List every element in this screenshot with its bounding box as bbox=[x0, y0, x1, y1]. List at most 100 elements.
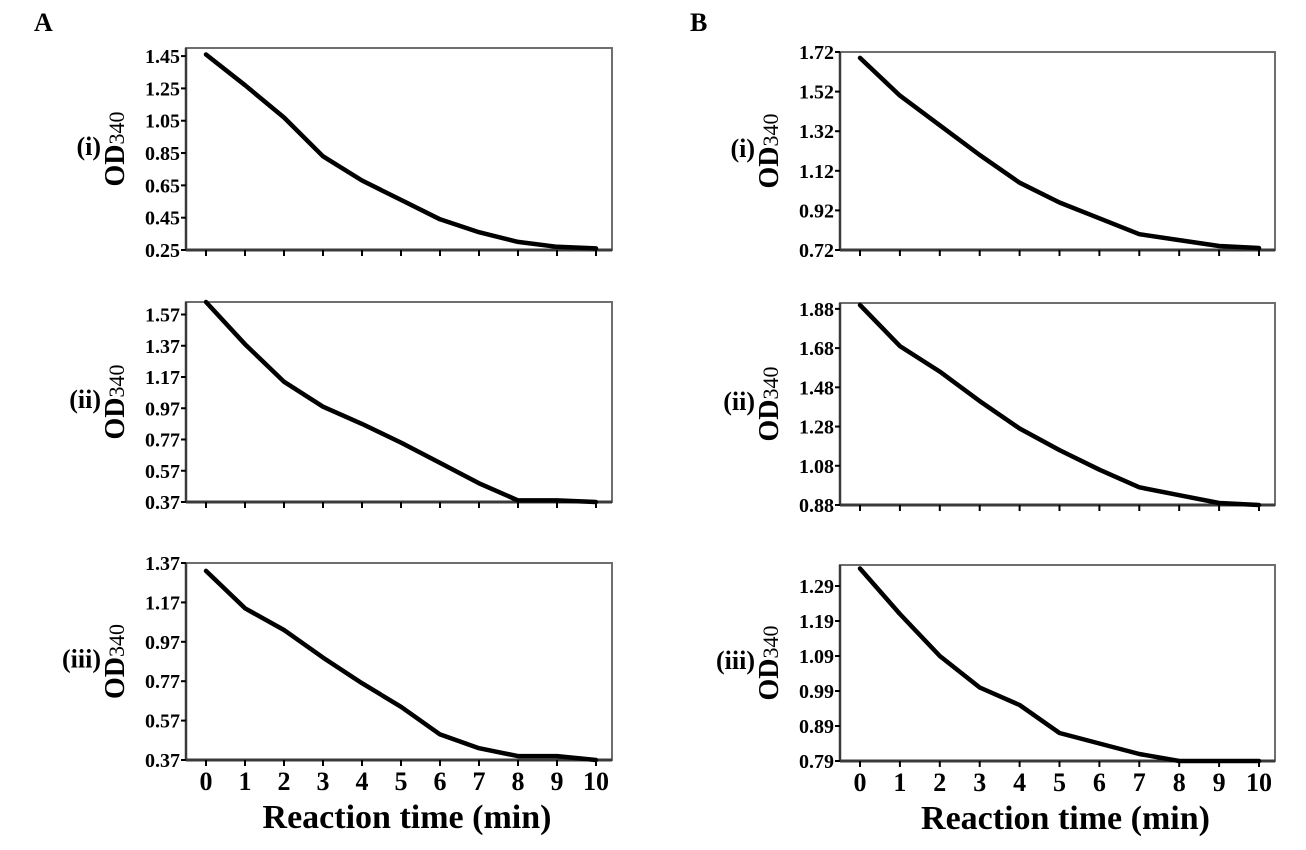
y-tick-label: 1.17 bbox=[145, 367, 180, 389]
y-tick-label: 1.05 bbox=[145, 111, 180, 133]
x-tick-label: 8 bbox=[1173, 768, 1186, 797]
y-tick-label: 0.77 bbox=[145, 671, 180, 693]
y-tick-label: 1.48 bbox=[799, 377, 834, 399]
y-axis-label: OD340 bbox=[100, 112, 131, 187]
column-label-b: B bbox=[690, 8, 708, 37]
y-axis-label-subscript: 340 bbox=[104, 112, 129, 145]
x-tick-label: 3 bbox=[317, 767, 330, 796]
row-label: (i) bbox=[76, 132, 101, 161]
y-tick-label: 1.45 bbox=[145, 46, 180, 68]
x-tick-label: 4 bbox=[1013, 768, 1026, 797]
y-axis-label: OD340 bbox=[100, 365, 131, 440]
chart-b-3: 1.29 1.19 1.09 0.99 0.89 0.79 0 1 2 3 4 5 6 7 8 9 10 OD34… bbox=[716, 564, 1276, 837]
y-tick-label: 1.29 bbox=[799, 576, 834, 598]
x-tick-label: 9 bbox=[551, 767, 564, 796]
x-axis-title: Reaction time (min) bbox=[263, 799, 552, 836]
chart-b-1: 1.72 1.52 1.32 1.12 0.92 0.72 OD340(i) bbox=[730, 42, 1276, 262]
row-label: (ii) bbox=[69, 385, 101, 414]
x-tick-label: 10 bbox=[1246, 768, 1272, 797]
y-tick-label: 1.28 bbox=[799, 417, 834, 439]
y-axis-label: OD340 bbox=[754, 367, 785, 442]
y-tick-label: 0.77 bbox=[145, 430, 180, 452]
x-tick-label: 7 bbox=[1133, 768, 1146, 797]
x-tick-label: 2 bbox=[933, 768, 946, 797]
y-tick-label: 1.09 bbox=[799, 646, 834, 668]
y-tick-label: 0.97 bbox=[145, 398, 180, 420]
y-tick-label: 0.57 bbox=[145, 711, 180, 733]
y-tick-label: 0.37 bbox=[145, 492, 180, 514]
y-axis-label-subscript: 340 bbox=[104, 365, 129, 398]
y-tick-label: 0.92 bbox=[799, 200, 834, 222]
y-tick-label: 0.88 bbox=[799, 495, 834, 517]
y-axis-label: OD340 bbox=[100, 624, 131, 699]
chart-a-3: 1.37 1.17 0.97 0.77 0.57 0.37 0 1 2 3 4 5 6 7 8 9 10 OD34… bbox=[62, 553, 613, 836]
y-tick-label: 1.68 bbox=[799, 338, 834, 360]
y-axis-label-main: OD bbox=[100, 657, 131, 699]
plot-frame bbox=[185, 47, 613, 251]
chart-b-2: 1.88 1.68 1.48 1.28 1.08 0.88 OD340(ii) bbox=[723, 299, 1276, 517]
y-tick-label: 1.57 bbox=[145, 305, 180, 327]
y-tick-label: 0.37 bbox=[145, 750, 180, 772]
y-tick-label: 1.37 bbox=[145, 336, 180, 358]
y-tick-label: 1.52 bbox=[799, 82, 834, 104]
x-tick-label: 1 bbox=[239, 767, 252, 796]
y-tick-label: 0.45 bbox=[145, 208, 180, 230]
y-tick-label: 1.17 bbox=[145, 592, 180, 614]
y-tick-label: 0.99 bbox=[799, 681, 834, 703]
x-tick-label: 4 bbox=[356, 767, 369, 796]
y-tick-label: 0.89 bbox=[799, 716, 834, 738]
y-tick-label: 1.72 bbox=[799, 42, 834, 64]
chart-a-1: 1.45 1.25 1.05 0.85 0.65 0.45 0.25 OD340(i) bbox=[76, 46, 613, 262]
chart-a-2: 1.57 1.37 1.17 0.97 0.77 0.57 0.37 OD340(ii) bbox=[69, 299, 613, 514]
plot-frame bbox=[839, 51, 1276, 251]
x-tick-label: 0 bbox=[200, 767, 213, 796]
x-tick-label: 7 bbox=[473, 767, 486, 796]
y-tick-label: 0.57 bbox=[145, 461, 180, 483]
plot-frame bbox=[185, 562, 613, 761]
x-tick-label: 8 bbox=[512, 767, 525, 796]
plot-frame bbox=[839, 302, 1276, 506]
y-tick-label: 0.79 bbox=[799, 751, 834, 773]
y-tick-label: 1.12 bbox=[799, 161, 834, 183]
x-tick-label: 2 bbox=[278, 767, 291, 796]
y-axis-label: OD340 bbox=[754, 626, 785, 701]
y-axis-label-subscript: 340 bbox=[758, 114, 783, 147]
x-tick-label: 5 bbox=[395, 767, 408, 796]
row-label: (ii) bbox=[723, 387, 755, 416]
x-tick-label: 10 bbox=[583, 767, 609, 796]
y-tick-label: 1.08 bbox=[799, 456, 834, 478]
y-axis-label-main: OD bbox=[754, 659, 785, 701]
y-tick-label: 1.19 bbox=[799, 611, 834, 633]
y-tick-label: 1.88 bbox=[799, 299, 834, 321]
x-tick-label: 6 bbox=[434, 767, 447, 796]
x-tick-label: 6 bbox=[1093, 768, 1106, 797]
row-label: (iii) bbox=[62, 645, 101, 674]
x-tick-label: 3 bbox=[973, 768, 986, 797]
y-axis-label-subscript: 340 bbox=[758, 367, 783, 400]
y-axis-label-subscript: 340 bbox=[758, 626, 783, 659]
x-axis-title: Reaction time (min) bbox=[921, 800, 1210, 837]
y-tick-label: 1.32 bbox=[799, 121, 834, 143]
y-axis-label: OD340 bbox=[754, 114, 785, 189]
y-axis-label-main: OD bbox=[100, 398, 131, 440]
y-tick-label: 1.25 bbox=[145, 78, 180, 100]
y-axis-label-main: OD bbox=[754, 400, 785, 442]
y-axis-label-main: OD bbox=[100, 145, 131, 187]
y-axis-label-main: OD bbox=[754, 147, 785, 189]
x-tick-label: 0 bbox=[854, 768, 867, 797]
row-label: (i) bbox=[730, 134, 755, 163]
y-tick-label: 0.25 bbox=[145, 240, 180, 262]
y-tick-label: 0.65 bbox=[145, 175, 180, 197]
y-tick-label: 0.72 bbox=[799, 240, 834, 262]
y-tick-label: 0.85 bbox=[145, 143, 180, 165]
plot-frame bbox=[185, 301, 613, 503]
y-tick-label: 1.37 bbox=[145, 553, 180, 575]
x-tick-label: 1 bbox=[893, 768, 906, 797]
y-tick-label: 0.97 bbox=[145, 632, 180, 654]
column-label-a: A bbox=[34, 8, 53, 37]
x-tick-label: 9 bbox=[1213, 768, 1226, 797]
row-label: (iii) bbox=[716, 646, 755, 675]
y-axis-label-subscript: 340 bbox=[104, 624, 129, 657]
x-tick-label: 5 bbox=[1053, 768, 1066, 797]
